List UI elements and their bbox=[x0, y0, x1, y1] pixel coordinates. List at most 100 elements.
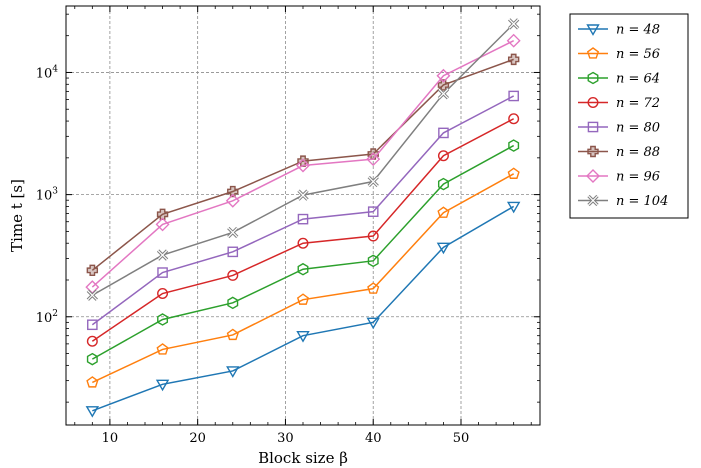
data-point bbox=[156, 343, 169, 355]
y-tick-label: 104 bbox=[36, 64, 59, 81]
data-point bbox=[507, 167, 520, 179]
data-point bbox=[438, 127, 449, 139]
data-point bbox=[366, 152, 381, 167]
legend-item: n = 104 bbox=[578, 194, 668, 209]
series-n64 bbox=[86, 139, 520, 366]
legend-item: n = 64 bbox=[578, 72, 660, 87]
series-line bbox=[91, 58, 514, 271]
data-point bbox=[227, 269, 239, 281]
series-n72 bbox=[86, 113, 520, 347]
data-point bbox=[86, 335, 98, 347]
legend-item: n = 96 bbox=[578, 169, 660, 185]
axis-ticks: 10 20 30 40 50 102 103 104 bbox=[36, 6, 540, 446]
data-point bbox=[157, 313, 169, 326]
data-point bbox=[297, 155, 309, 167]
legend: n = 48 n = 56 n = 64 n = 72 n = 80 n = 88 n = … bbox=[569, 13, 689, 219]
data-point bbox=[367, 175, 379, 188]
data-point bbox=[86, 289, 98, 301]
x-tick-label: 20 bbox=[189, 431, 206, 446]
y-axis-label: Time t [s] bbox=[8, 179, 26, 252]
data-point bbox=[155, 217, 170, 232]
y-tick-label: 102 bbox=[36, 309, 58, 326]
data-point bbox=[85, 406, 100, 418]
data-point bbox=[508, 18, 520, 30]
series-line bbox=[91, 144, 515, 360]
series-n88 bbox=[86, 53, 520, 277]
data-point bbox=[297, 262, 309, 276]
data-point bbox=[296, 158, 310, 173]
data-point bbox=[86, 352, 98, 366]
data-point bbox=[506, 33, 521, 48]
data-point bbox=[157, 267, 168, 278]
data-point bbox=[437, 150, 449, 162]
series-layer bbox=[85, 18, 521, 418]
legend-item: n = 56 bbox=[578, 47, 660, 62]
x-tick-label: 50 bbox=[453, 431, 470, 446]
legend-label: n = 80 bbox=[616, 121, 660, 136]
series-line bbox=[91, 118, 515, 342]
data-point bbox=[437, 177, 449, 191]
legend-item: n = 88 bbox=[578, 145, 660, 160]
data-point bbox=[367, 282, 380, 294]
y-tick-label: 103 bbox=[36, 187, 59, 204]
series-n56 bbox=[86, 167, 520, 388]
data-point bbox=[367, 230, 379, 242]
legend-box bbox=[569, 13, 689, 219]
legend-marker bbox=[587, 96, 599, 108]
series-n48 bbox=[85, 201, 521, 418]
data-point bbox=[508, 139, 520, 152]
legend-marker bbox=[587, 121, 599, 133]
legend-marker bbox=[586, 47, 600, 59]
x-tick-label: 30 bbox=[277, 431, 294, 446]
series-line bbox=[92, 173, 515, 384]
series-n104 bbox=[86, 18, 520, 301]
series-n96 bbox=[85, 33, 521, 295]
data-point bbox=[87, 319, 98, 331]
data-point bbox=[227, 246, 239, 258]
data-point bbox=[297, 237, 309, 249]
data-point bbox=[296, 293, 310, 305]
x-tick-label: 40 bbox=[365, 431, 382, 446]
legend-label: n = 88 bbox=[616, 145, 660, 160]
legend-marker bbox=[586, 169, 600, 183]
data-point bbox=[367, 206, 379, 217]
data-point bbox=[507, 53, 520, 66]
data-point bbox=[366, 317, 380, 330]
data-point bbox=[157, 288, 169, 300]
data-point bbox=[436, 68, 451, 83]
data-point bbox=[437, 88, 450, 100]
legend-marker bbox=[586, 24, 600, 36]
data-point bbox=[436, 242, 451, 255]
data-point bbox=[155, 379, 170, 392]
data-point bbox=[367, 254, 379, 268]
data-point bbox=[437, 206, 450, 218]
data-point bbox=[86, 376, 99, 388]
data-point bbox=[156, 208, 169, 220]
legend-label: n = 96 bbox=[616, 170, 660, 185]
series-line bbox=[91, 95, 515, 326]
legend-marker bbox=[587, 145, 599, 158]
legend-marker bbox=[587, 71, 599, 85]
series-n80 bbox=[87, 90, 519, 331]
data-point bbox=[297, 213, 309, 225]
legend-label: n = 48 bbox=[616, 23, 660, 38]
data-point bbox=[508, 90, 519, 102]
legend-item: n = 72 bbox=[578, 96, 660, 111]
legend-marker bbox=[587, 194, 599, 207]
x-tick-label: 10 bbox=[102, 431, 119, 446]
data-point bbox=[226, 328, 239, 341]
x-axis-label: Block size β bbox=[258, 449, 348, 467]
data-point bbox=[506, 201, 521, 214]
data-point bbox=[296, 330, 310, 343]
data-point bbox=[86, 264, 99, 277]
series-line bbox=[92, 205, 515, 412]
legend-label: n = 56 bbox=[616, 47, 660, 62]
data-point bbox=[225, 193, 240, 208]
data-point bbox=[156, 249, 169, 261]
data-point bbox=[508, 113, 520, 125]
legend-item: n = 80 bbox=[578, 121, 660, 136]
series-line bbox=[91, 40, 515, 288]
data-point bbox=[226, 366, 240, 378]
legend-label: n = 64 bbox=[616, 72, 660, 87]
